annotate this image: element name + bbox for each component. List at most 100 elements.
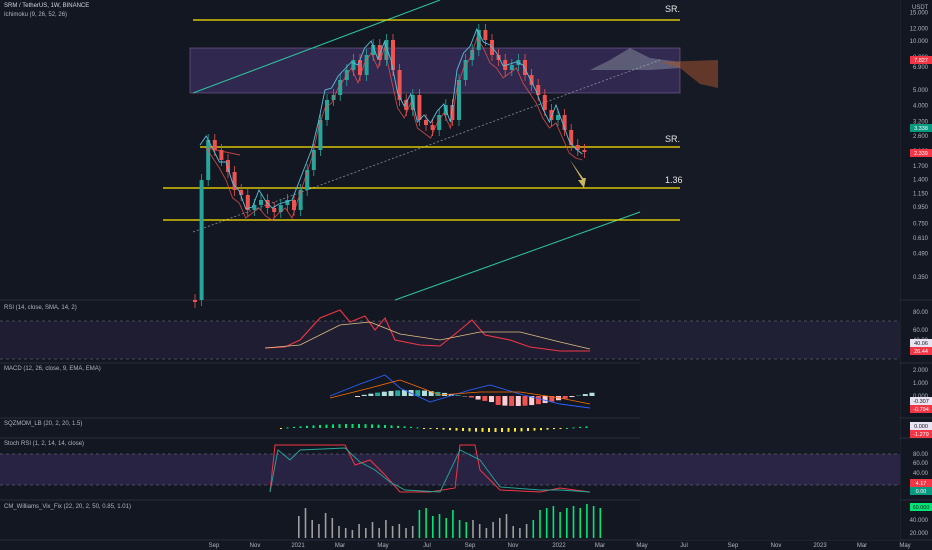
wvf-bar <box>344 528 347 538</box>
wvf-bar <box>525 524 528 538</box>
macd-badge <box>910 405 932 413</box>
sqz-bar <box>377 424 380 428</box>
wvf-bar <box>458 520 461 538</box>
wvf-bar <box>539 510 541 538</box>
wvf-bar <box>365 528 367 538</box>
candle-body <box>463 60 468 80</box>
rsi-ma-line <box>264 321 591 350</box>
sqz-bar <box>306 425 308 428</box>
sqz-bar <box>345 424 347 428</box>
macd-line <box>329 374 591 409</box>
price-tick: 0.490 <box>913 251 929 257</box>
stoch-badge <box>910 487 932 495</box>
macd-histogram-bar <box>569 396 575 398</box>
sqz-bar <box>455 428 458 431</box>
wvf-bar <box>478 524 481 538</box>
sqz-bar <box>494 428 497 432</box>
macd-histogram-bar <box>395 390 401 396</box>
sqz-bar <box>475 428 477 432</box>
time-tick: Nov <box>771 543 782 549</box>
wvf-bar <box>579 508 581 538</box>
stoch-title: Stoch RSI (1, 2, 14, 14, close) <box>4 441 85 447</box>
candle-body <box>549 110 554 120</box>
sr-mid-label: SR. <box>665 134 681 144</box>
sqz-bar <box>533 428 536 431</box>
price-tick: 0.950 <box>913 205 929 211</box>
candle-body <box>371 45 376 55</box>
macd-badge-text: -0.794 <box>913 407 929 413</box>
macd-histogram-bar <box>509 396 515 406</box>
candle-body <box>252 205 257 210</box>
sqz-bar <box>527 428 529 432</box>
sqz-badge <box>910 430 932 438</box>
wvf-bar <box>545 508 548 538</box>
sqz-bar <box>423 428 425 429</box>
sqz-bar <box>520 428 523 432</box>
price-badge <box>910 56 932 64</box>
candle-body <box>351 60 356 70</box>
macd-histogram-bar <box>475 396 481 400</box>
candle-body <box>476 30 481 50</box>
wvf-bar <box>465 522 468 538</box>
candle-body <box>509 65 514 70</box>
rsi-badge-text: 40.06 <box>914 341 928 347</box>
candle-body <box>245 195 250 210</box>
candle-body <box>311 150 316 170</box>
wvf-bar <box>519 528 521 538</box>
candle-body <box>338 80 343 95</box>
wvf-bar <box>472 520 474 538</box>
candle-body <box>298 190 303 210</box>
sqz-bar <box>390 425 393 428</box>
sqz-bar <box>286 427 289 429</box>
stoch-tick: 80.00 <box>913 452 929 458</box>
wvf-tick: 20.000 <box>910 531 929 537</box>
sqz-bar <box>351 424 354 428</box>
wvf-badge <box>910 503 932 511</box>
time-tick: Mar <box>335 543 345 549</box>
wvf-bar <box>438 514 441 538</box>
candle-body <box>575 145 580 150</box>
wvf-bar <box>586 504 588 538</box>
price-tick: 0.350 <box>913 275 929 281</box>
stoch-d-line <box>269 447 591 493</box>
sqz-bar <box>514 428 516 432</box>
wvf-bar <box>505 514 508 538</box>
stoch-badge-text: 4.17 <box>916 481 927 487</box>
price-badge <box>910 124 932 132</box>
wvf-bar <box>398 524 401 538</box>
wvf-bar <box>559 512 561 538</box>
candle-body <box>562 115 567 130</box>
candle-body <box>364 55 369 75</box>
sqz-bar <box>312 425 315 428</box>
macd-badge-text: -0.307 <box>913 399 929 405</box>
macd-histogram-bar <box>415 390 421 396</box>
time-tick: 2022 <box>552 543 566 549</box>
candle-body <box>430 125 435 130</box>
wvf-bar <box>298 516 300 538</box>
candle-body <box>523 60 527 75</box>
future-cloud-red <box>660 60 718 88</box>
wvf-badge-text: 60.000 <box>913 505 930 511</box>
macd-histogram-bar <box>455 395 461 396</box>
sqz-bar <box>546 428 549 430</box>
candle-body <box>397 70 402 100</box>
candle-body <box>470 50 475 60</box>
sqz-bar <box>585 426 588 428</box>
wvf-bar <box>425 508 427 538</box>
sqz-badge-text: -1.279 <box>913 432 929 438</box>
time-tick: Jul <box>680 543 688 549</box>
time-tick: Sep <box>465 543 476 549</box>
down-arrow <box>570 160 586 188</box>
candle-body <box>278 205 283 212</box>
sqz-bar <box>442 428 445 430</box>
sqz-bar <box>462 428 464 432</box>
currency-label: USDT <box>912 5 929 11</box>
sqz-bar <box>488 428 490 432</box>
candle-body <box>358 60 362 75</box>
candle-body <box>305 170 310 190</box>
sqz-bar <box>384 424 386 428</box>
future-cloud-green <box>590 48 680 70</box>
candle-body <box>437 115 442 130</box>
macd-tick: 1.000 <box>913 381 929 387</box>
